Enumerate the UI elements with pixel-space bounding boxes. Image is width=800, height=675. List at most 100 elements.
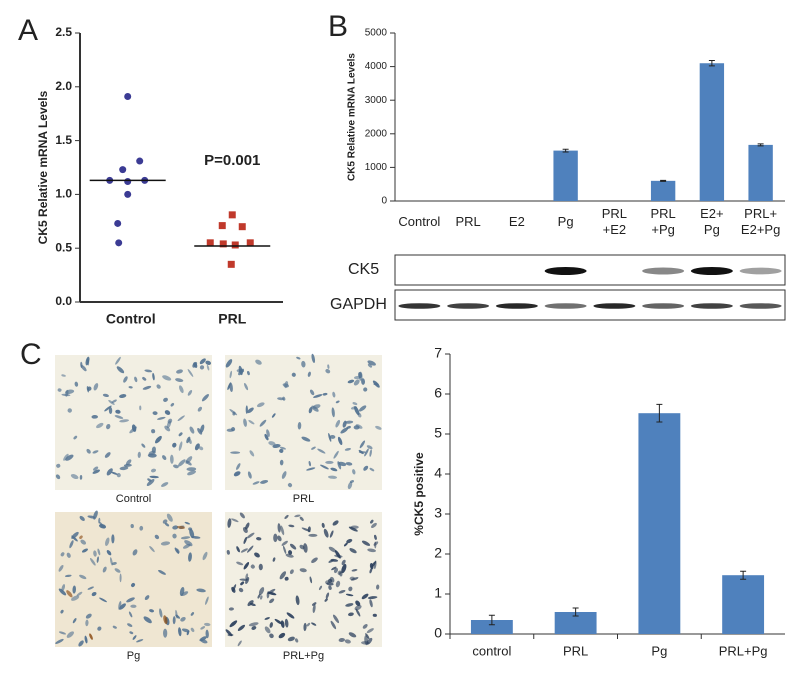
cell	[175, 609, 178, 619]
cell	[159, 608, 163, 618]
cell	[187, 390, 193, 396]
error-bar	[656, 403, 663, 423]
cell	[119, 466, 129, 471]
cell	[162, 455, 167, 460]
cell	[279, 446, 286, 450]
cell	[268, 441, 276, 446]
cell	[338, 461, 347, 467]
cell	[93, 510, 98, 520]
cell	[281, 471, 287, 479]
cell	[202, 551, 208, 561]
cell	[353, 376, 361, 380]
cell	[255, 537, 262, 541]
x-tick-label: PRL+Pg	[650, 206, 675, 237]
cell	[99, 523, 107, 529]
cell	[348, 612, 354, 617]
cell	[341, 559, 346, 566]
cell	[227, 518, 232, 528]
cell	[144, 595, 150, 601]
cell	[86, 385, 90, 393]
cell	[344, 447, 351, 451]
point	[119, 166, 127, 174]
cell	[364, 448, 369, 457]
cell	[233, 471, 241, 477]
cell	[345, 593, 354, 597]
cell	[81, 548, 88, 553]
cell	[127, 623, 133, 627]
cell	[363, 387, 368, 392]
x-tick-label: PRL	[563, 643, 588, 658]
cell	[335, 400, 340, 404]
cell	[311, 622, 317, 626]
cell	[152, 411, 158, 416]
cell	[97, 548, 101, 556]
cell	[228, 607, 234, 611]
cell	[164, 425, 171, 432]
cell	[163, 628, 168, 638]
cell	[274, 618, 283, 625]
cell	[370, 519, 374, 524]
cell	[142, 377, 147, 381]
cell	[362, 624, 368, 629]
cell	[186, 467, 197, 472]
cell	[114, 415, 124, 419]
cell	[119, 419, 130, 423]
cell	[72, 618, 77, 624]
cell	[282, 545, 287, 554]
cell	[243, 562, 250, 570]
cell	[348, 632, 357, 638]
panel-letter: C	[20, 338, 42, 371]
cell	[116, 473, 121, 478]
y-tick-label: 1.0	[55, 187, 72, 201]
point	[219, 240, 227, 248]
cell	[288, 550, 293, 555]
cell	[226, 428, 234, 432]
cell	[66, 552, 71, 558]
cell	[129, 631, 134, 635]
cell	[160, 541, 171, 546]
cell	[158, 569, 166, 575]
cell	[308, 533, 318, 537]
cell	[187, 470, 197, 476]
cell	[246, 532, 255, 539]
point	[218, 222, 226, 230]
cell	[66, 590, 73, 598]
cell	[60, 552, 65, 557]
cell	[55, 638, 64, 645]
cell	[294, 514, 301, 518]
cell	[309, 576, 313, 584]
y-tick-label: 0	[434, 625, 442, 641]
cell	[374, 541, 377, 549]
cell	[243, 536, 248, 544]
cell	[259, 419, 267, 427]
cell	[196, 588, 206, 593]
y-axis-label: CK5 Relative mRNA Levels	[347, 53, 358, 181]
cell	[176, 369, 183, 374]
cell	[177, 525, 186, 529]
cell	[321, 522, 325, 528]
cell	[284, 514, 289, 520]
cell	[123, 376, 128, 383]
cell	[303, 622, 307, 632]
cell	[108, 407, 113, 414]
cell	[199, 636, 207, 642]
cell	[284, 618, 289, 628]
cell	[329, 435, 336, 439]
cell	[240, 548, 248, 553]
cell	[106, 468, 113, 476]
cell	[125, 459, 132, 466]
cell	[147, 453, 157, 458]
bar	[722, 575, 765, 634]
cell	[236, 561, 244, 566]
y-tick-label: 0.5	[55, 240, 72, 254]
cell	[345, 420, 354, 424]
point	[206, 239, 214, 247]
x-tick-label: Pg	[558, 214, 574, 229]
cell	[139, 405, 142, 411]
cell	[260, 595, 263, 600]
x-tick-line: PRL	[602, 206, 627, 221]
cell	[91, 415, 98, 419]
cell	[236, 546, 240, 553]
cell	[172, 442, 177, 448]
point	[228, 211, 236, 219]
